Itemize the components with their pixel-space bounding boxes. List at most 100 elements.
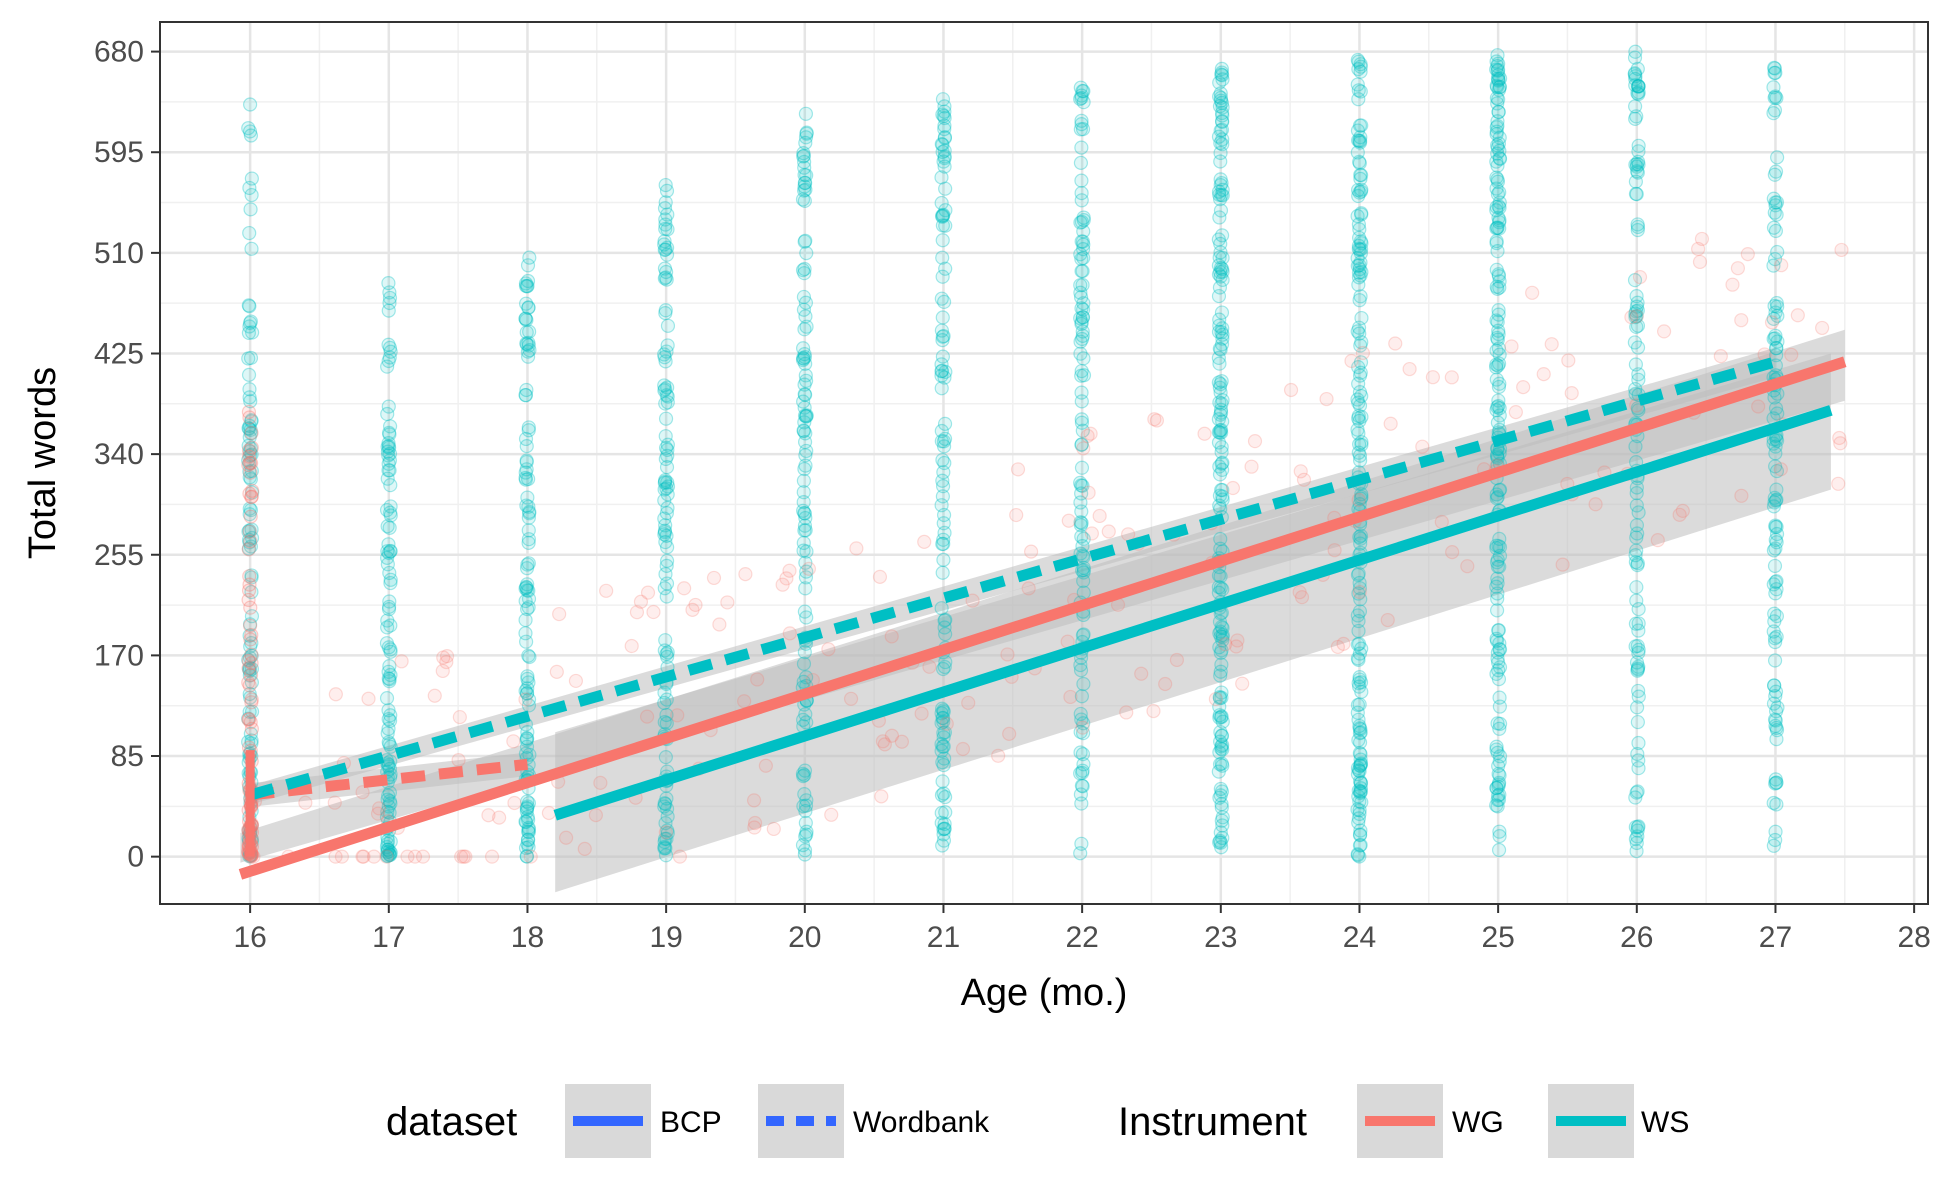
data-point xyxy=(1073,334,1088,349)
data-point xyxy=(382,794,397,809)
data-point xyxy=(577,841,592,856)
data-point xyxy=(1629,655,1645,670)
data-point xyxy=(1768,776,1783,791)
data-point xyxy=(938,261,953,276)
data-point xyxy=(243,667,259,683)
data-point xyxy=(1624,310,1639,325)
data-point xyxy=(1351,566,1366,581)
data-point xyxy=(1628,306,1643,321)
data-point xyxy=(1352,368,1368,383)
data-point xyxy=(1073,663,1089,678)
data-point xyxy=(380,842,395,857)
data-point xyxy=(1492,151,1508,167)
data-point xyxy=(934,381,949,396)
data-point xyxy=(1489,54,1504,69)
data-point xyxy=(1691,241,1706,257)
data-point xyxy=(518,470,533,486)
data-point xyxy=(937,122,952,137)
data-point xyxy=(797,347,812,362)
data-point xyxy=(1834,242,1849,258)
data-point xyxy=(242,456,257,471)
data-point xyxy=(1460,559,1475,574)
data-point xyxy=(383,767,398,782)
data-point xyxy=(242,678,257,693)
data-point xyxy=(1076,368,1092,383)
data-point xyxy=(1354,795,1369,810)
data-point xyxy=(588,808,603,823)
confidence-ribbon xyxy=(555,353,1831,893)
data-point xyxy=(657,234,672,249)
data-point xyxy=(1492,376,1507,391)
data-point xyxy=(1208,691,1223,707)
data-point xyxy=(1353,171,1368,186)
data-point xyxy=(659,716,674,731)
data-point xyxy=(1631,367,1646,382)
data-point xyxy=(380,444,395,459)
data-point xyxy=(659,801,675,816)
data-point xyxy=(243,456,259,471)
data-point xyxy=(520,583,535,598)
data-point xyxy=(1215,482,1230,498)
data-point xyxy=(518,581,533,596)
data-point xyxy=(657,475,672,491)
data-point xyxy=(799,408,814,423)
data-point xyxy=(1213,423,1228,438)
data-point xyxy=(1354,684,1369,699)
x-tick-label: 24 xyxy=(1343,921,1376,954)
data-point xyxy=(381,439,396,454)
data-point xyxy=(936,516,951,531)
data-point xyxy=(1766,678,1782,693)
y-tick-label: 510 xyxy=(94,237,144,270)
data-point xyxy=(1211,435,1227,450)
data-point xyxy=(1769,723,1785,738)
data-point xyxy=(798,510,813,526)
data-point xyxy=(244,522,259,537)
data-point xyxy=(1213,825,1228,840)
data-point xyxy=(1490,571,1505,586)
data-point xyxy=(737,694,752,709)
data-point xyxy=(797,523,812,538)
data-point xyxy=(875,734,891,749)
data-point xyxy=(1352,784,1368,799)
data-point xyxy=(1073,495,1088,510)
data-point xyxy=(242,444,258,459)
data-point xyxy=(658,633,673,648)
data-point xyxy=(1490,330,1505,346)
data-point xyxy=(1230,633,1245,648)
data-point xyxy=(1768,684,1784,699)
data-point xyxy=(936,154,951,169)
data-point xyxy=(1073,657,1088,673)
data-point xyxy=(242,617,258,632)
data-point xyxy=(518,278,534,294)
data-point xyxy=(380,557,395,572)
data-point xyxy=(1352,827,1368,843)
data-point xyxy=(1725,277,1740,292)
data-point xyxy=(799,715,814,730)
data-point xyxy=(1353,84,1368,99)
data-point xyxy=(936,757,951,773)
data-point xyxy=(381,842,396,857)
data-point xyxy=(1766,543,1781,558)
data-point xyxy=(1073,515,1088,530)
data-point xyxy=(1073,311,1088,326)
data-point xyxy=(1769,295,1784,311)
data-point xyxy=(1491,82,1507,98)
data-point xyxy=(798,581,813,596)
data-point xyxy=(407,849,423,864)
data-point xyxy=(244,187,259,203)
data-point xyxy=(1076,441,1091,456)
data-point xyxy=(1631,645,1646,660)
data-point xyxy=(1215,132,1230,147)
data-point xyxy=(1352,154,1367,169)
data-point xyxy=(659,558,674,573)
data-point xyxy=(1730,261,1746,276)
data-point xyxy=(243,314,258,329)
data-point xyxy=(242,470,257,485)
data-point xyxy=(241,711,256,726)
data-point xyxy=(1353,531,1368,546)
data-point xyxy=(1767,103,1783,118)
data-point xyxy=(935,755,950,770)
data-point xyxy=(938,805,953,820)
data-point xyxy=(1212,425,1228,440)
data-point xyxy=(646,604,661,620)
